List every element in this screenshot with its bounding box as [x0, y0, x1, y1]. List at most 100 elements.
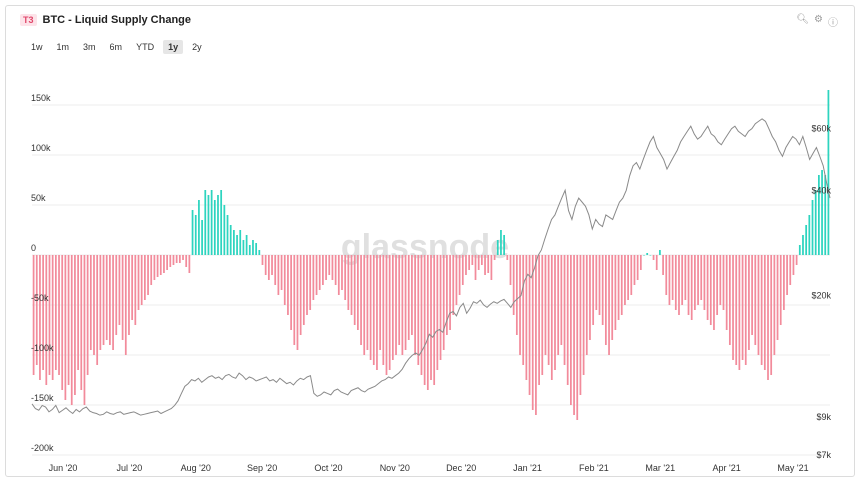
bar — [404, 255, 407, 350]
bar — [573, 255, 575, 415]
bar — [115, 255, 118, 335]
bar — [709, 255, 712, 325]
bar — [388, 255, 391, 370]
bar — [80, 255, 83, 390]
bar — [264, 255, 267, 275]
bar — [713, 255, 715, 330]
range-ytd[interactable]: YTD — [136, 42, 155, 52]
bar — [649, 255, 652, 256]
bar — [617, 255, 620, 320]
bar — [706, 255, 709, 320]
bar — [423, 255, 426, 385]
bar — [239, 230, 242, 255]
bar — [86, 255, 89, 375]
bar — [169, 255, 172, 267]
bar — [525, 255, 528, 380]
bar — [570, 255, 572, 405]
range-1y[interactable]: 1y — [163, 40, 184, 54]
range-6m[interactable]: 6m — [109, 42, 123, 52]
bar — [315, 255, 318, 295]
bar — [223, 205, 226, 255]
bar — [42, 255, 44, 370]
bar — [827, 90, 830, 255]
bar — [417, 255, 420, 365]
bar — [783, 255, 785, 310]
zoom-icon[interactable]: 🔍︎ — [796, 14, 810, 25]
bar — [306, 255, 308, 315]
range-3m[interactable]: 3m — [83, 42, 96, 52]
bar — [779, 255, 782, 325]
range-2y[interactable]: 2y — [192, 42, 202, 52]
bar — [474, 255, 477, 280]
bar — [773, 255, 776, 355]
bar — [461, 255, 464, 285]
left-tick-label: -50k — [31, 293, 49, 303]
bar — [299, 255, 302, 335]
bar — [506, 255, 509, 260]
bar — [334, 255, 337, 285]
bar — [611, 255, 614, 340]
bar — [547, 255, 550, 365]
bar — [309, 255, 312, 310]
x-tick-label: Jun '20 — [49, 463, 78, 473]
bar — [302, 255, 305, 325]
bar — [54, 255, 57, 370]
bar — [391, 255, 394, 360]
bar — [105, 255, 108, 340]
bar — [446, 255, 448, 335]
bar — [659, 250, 661, 255]
bar — [35, 255, 38, 365]
bar — [293, 255, 296, 345]
bar — [124, 255, 127, 355]
bar — [554, 255, 556, 370]
range-1m[interactable]: 1m — [56, 42, 70, 52]
info-icon[interactable]: ⓘ — [828, 18, 838, 29]
x-tick-label: Jul '20 — [116, 463, 142, 473]
bar — [357, 255, 359, 330]
bar — [802, 235, 804, 255]
bar — [509, 255, 512, 285]
bar — [471, 255, 474, 265]
bar — [700, 255, 703, 300]
bar — [789, 255, 792, 285]
bar — [652, 255, 655, 260]
left-tick-label: 150k — [31, 93, 51, 103]
bar — [150, 255, 153, 285]
bar — [430, 255, 432, 380]
range-selector: 1w 1m 3m 6m YTD 1y 2y — [26, 40, 207, 54]
bar — [163, 255, 165, 273]
bar — [172, 255, 175, 265]
right-tick-label: $40k — [811, 185, 831, 195]
bar — [639, 255, 642, 270]
range-1w[interactable]: 1w — [31, 42, 43, 52]
bar — [220, 190, 223, 255]
left-axis: 150k 100k 50k 0 -50k -100k -150k -200k — [31, 93, 54, 453]
bar — [156, 255, 159, 277]
bar — [627, 255, 629, 300]
bar — [261, 255, 264, 265]
bar — [630, 255, 633, 295]
bar — [287, 255, 289, 315]
bar — [500, 230, 502, 255]
bar — [341, 255, 343, 290]
bar — [614, 255, 617, 330]
gear-icon[interactable]: ⚙ — [814, 14, 823, 25]
bar — [687, 255, 690, 315]
bar — [366, 255, 369, 350]
bar — [522, 255, 525, 365]
x-tick-label: Apr '21 — [713, 463, 741, 473]
bar — [128, 255, 130, 335]
bar — [376, 255, 378, 370]
bar — [655, 255, 658, 270]
bar — [668, 255, 671, 305]
bar — [312, 255, 315, 300]
bar — [248, 245, 251, 255]
bar — [633, 255, 636, 285]
bar — [477, 255, 480, 270]
bar — [280, 255, 283, 290]
bar — [557, 255, 560, 355]
bar — [433, 255, 436, 385]
bar — [674, 255, 677, 310]
bar — [503, 235, 505, 255]
